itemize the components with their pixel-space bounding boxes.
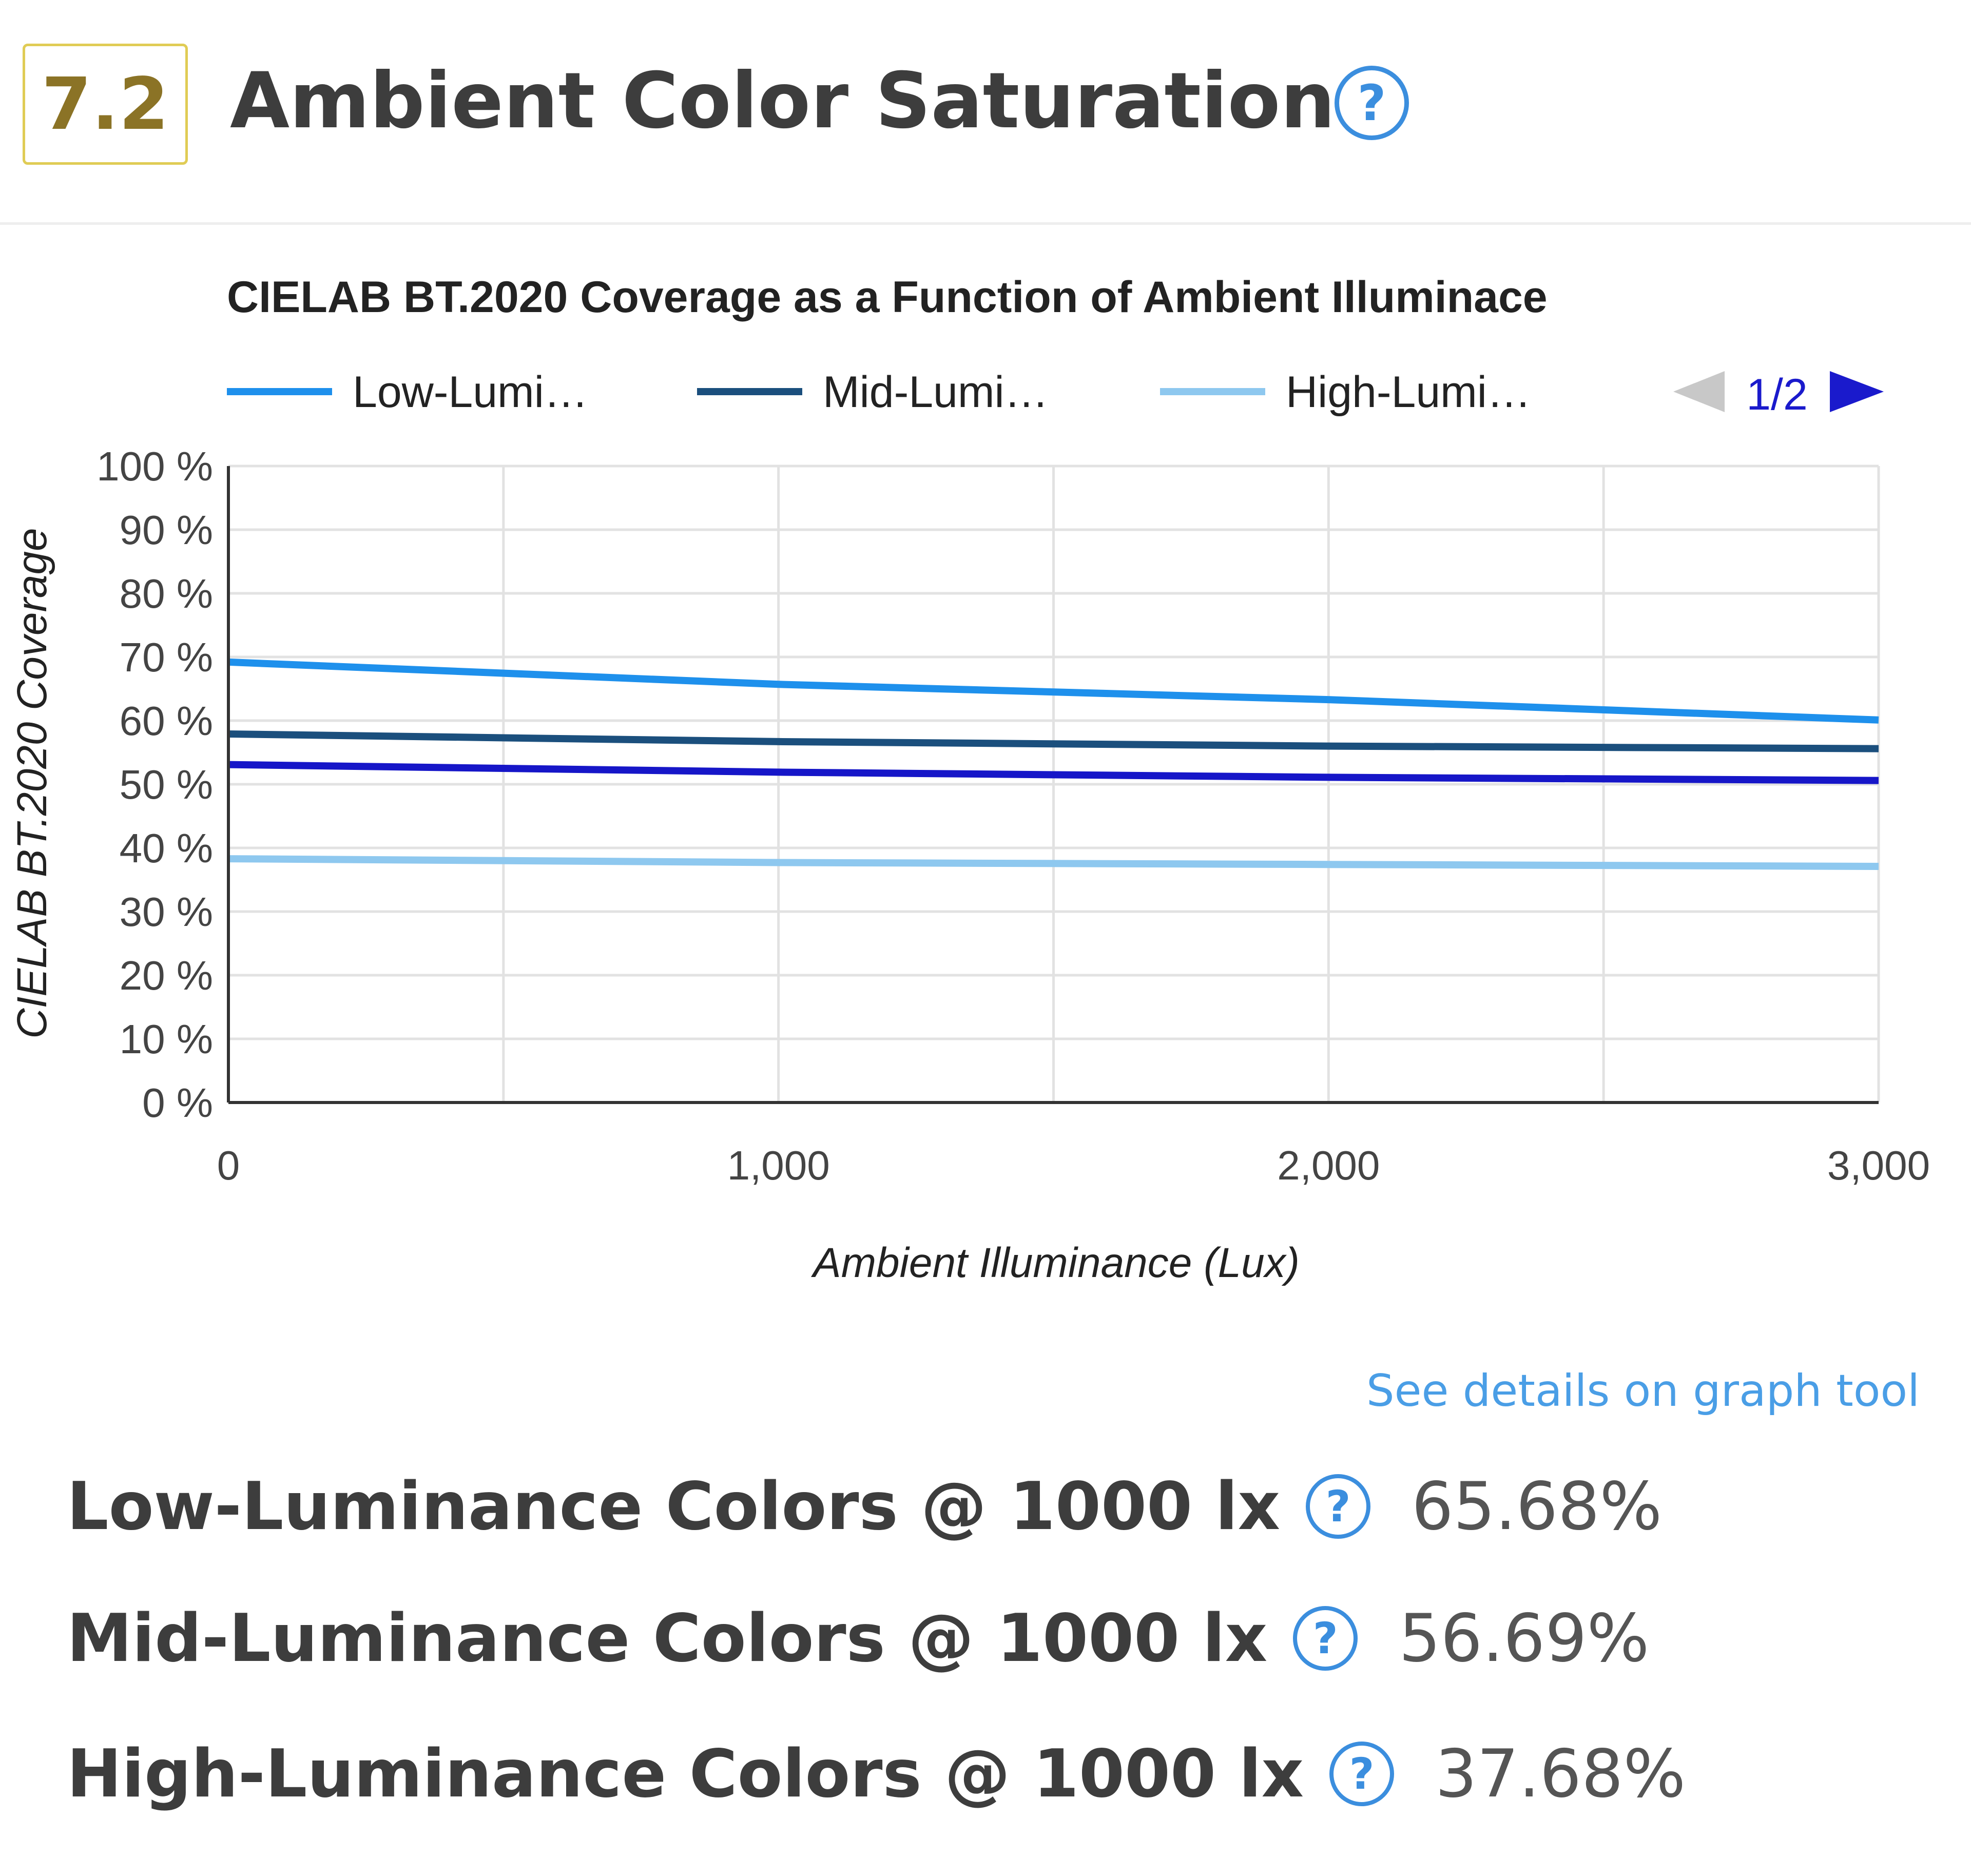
legend-pager: 1/2 — [1673, 370, 1884, 419]
metric-value: 65.68% — [1412, 1468, 1663, 1545]
metric-value: 56.69% — [1399, 1600, 1650, 1677]
help-icon[interactable]: ? — [1306, 1474, 1371, 1539]
series-line — [228, 855, 1879, 870]
legend-prev-icon[interactable] — [1673, 371, 1725, 412]
legend-next-icon[interactable] — [1830, 371, 1884, 412]
chart-grid — [228, 465, 1880, 1104]
y-tick-label: 60 % — [120, 698, 213, 744]
chart-title: CIELAB BT.2020 Coverage as a Function of… — [227, 273, 1548, 322]
help-icon[interactable]: ? — [1335, 66, 1409, 140]
help-icon[interactable]: ? — [1293, 1606, 1358, 1671]
y-tick-label: 70 % — [120, 634, 213, 680]
y-tick-label: 50 % — [120, 762, 213, 807]
series-line — [228, 761, 1879, 784]
chart-axes — [227, 466, 1879, 1104]
y-tick-label: 100 % — [96, 443, 213, 489]
legend-label: Low-Lumi… — [353, 368, 588, 417]
x-tick-label: 3,000 — [1827, 1143, 1930, 1188]
y-tick-label: 80 % — [120, 571, 213, 616]
score-badge: 7.2 — [23, 44, 188, 165]
y-axis-ticks: 0 % 10 % 20 % 30 % 40 % 50 % 60 % 70 % 80 % 90 % 1… — [96, 443, 213, 1126]
line-chart: CIELAB BT.2020 Coverage as a Function of… — [9, 273, 1930, 1286]
legend-label: High-Lumi… — [1286, 368, 1531, 417]
y-tick-label: 0 % — [142, 1080, 213, 1126]
y-axis-label: CIELAB BT.2020 Coverage — [9, 528, 55, 1038]
series-line — [228, 658, 1879, 724]
y-tick-label: 30 % — [120, 889, 213, 935]
x-tick-label: 0 — [217, 1143, 240, 1188]
metric-high-luminance: High-Luminance Colors @ 1000 lx ? 37.68% — [67, 1723, 1686, 1825]
series-line — [228, 730, 1879, 752]
legend-label: Mid-Lumi… — [823, 368, 1049, 417]
metric-low-luminance: Low-Luminance Colors @ 1000 lx ? 65.68% — [67, 1455, 1662, 1558]
x-tick-label: 1,000 — [727, 1143, 830, 1188]
divider — [0, 222, 1971, 225]
metric-label: High-Luminance Colors @ 1000 lx — [67, 1735, 1304, 1812]
graph-tool-link[interactable]: See details on graph tool — [1366, 1365, 1920, 1417]
metric-value: 37.68% — [1435, 1735, 1686, 1812]
x-axis-ticks: 0 1,000 2,000 3,000 — [217, 1143, 1930, 1188]
section-title: Ambient Color Saturation — [230, 56, 1336, 146]
help-icon[interactable]: ? — [1329, 1742, 1395, 1806]
chart-series — [228, 658, 1879, 870]
metric-label: Mid-Luminance Colors @ 1000 lx — [67, 1600, 1268, 1677]
y-tick-label: 90 % — [120, 507, 213, 553]
metric-label: Low-Luminance Colors @ 1000 lx — [67, 1468, 1281, 1545]
chart-legend: Low-Lumi… Mid-Lumi… High-Lumi… — [227, 368, 1531, 417]
x-axis-label: Ambient Illuminance (Lux) — [810, 1240, 1300, 1286]
y-tick-label: 40 % — [120, 825, 213, 871]
y-tick-label: 10 % — [120, 1016, 213, 1062]
legend-page-indicator: 1/2 — [1746, 370, 1808, 419]
section-header: 7.2 Ambient Color Saturation ? — [0, 0, 1971, 223]
y-tick-label: 20 % — [120, 953, 213, 998]
metric-mid-luminance: Mid-Luminance Colors @ 1000 lx ? 56.69% — [67, 1587, 1649, 1690]
x-tick-label: 2,000 — [1277, 1143, 1380, 1188]
